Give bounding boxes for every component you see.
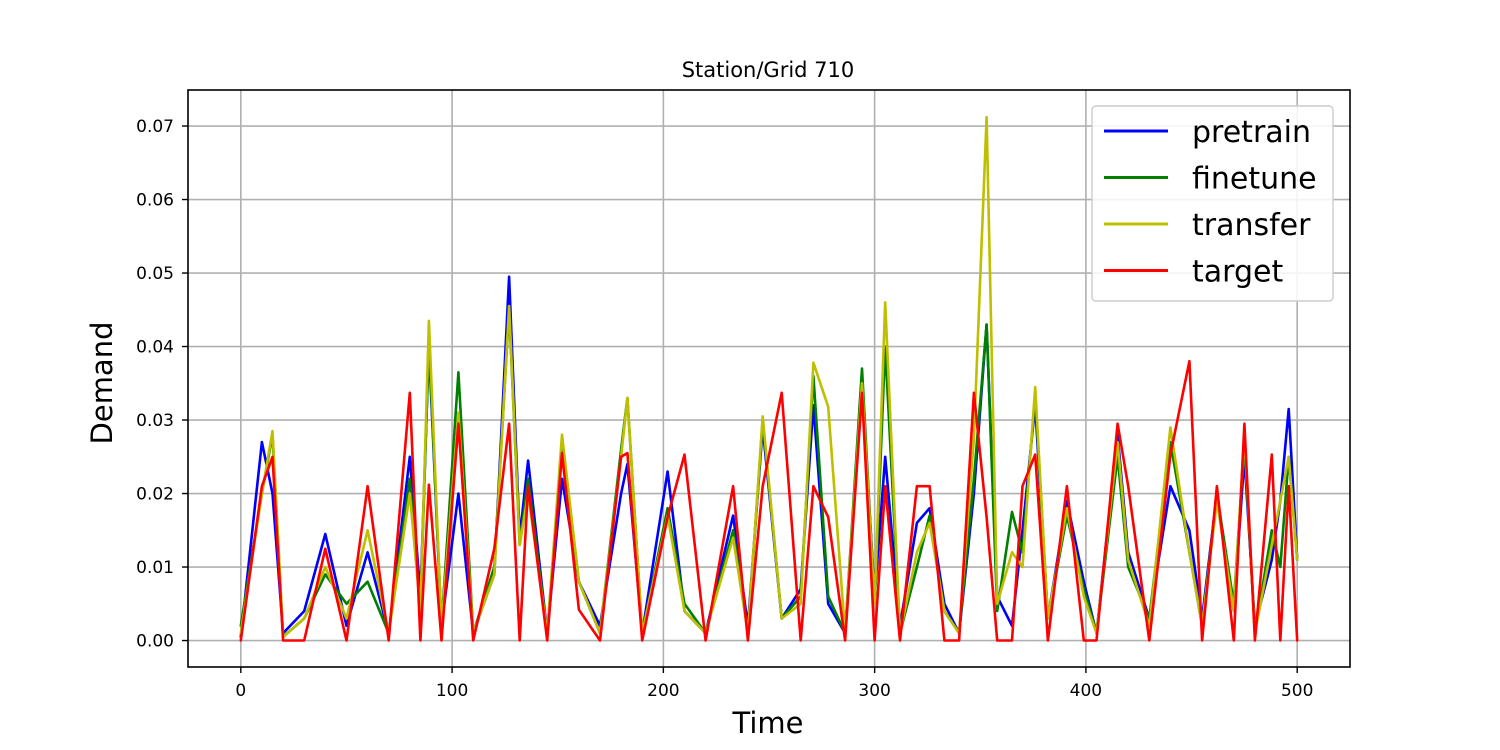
- legend-box: [1091, 105, 1334, 302]
- x-axis-ticks: 0 100 200 300 400 500: [235, 667, 1313, 701]
- y-tick-label: 0.03: [136, 411, 174, 431]
- legend-label-pretrain: pretrain: [1192, 115, 1311, 150]
- y-tick-label: 0.00: [136, 632, 174, 652]
- y-tick-label: 0.05: [136, 264, 174, 284]
- x-tick-label: 500: [1281, 681, 1313, 701]
- y-tick-label: 0.02: [136, 485, 174, 505]
- y-tick-label: 0.01: [136, 558, 174, 578]
- x-tick-label: 100: [436, 681, 468, 701]
- plot-frame: [187, 89, 1351, 668]
- legend-label-target: target: [1192, 255, 1283, 290]
- x-axis-label: Time: [732, 706, 804, 740]
- series-line-transfer: [239, 115, 1299, 639]
- legend-label-transfer: transfer: [1192, 208, 1311, 243]
- legend: pretrain finetune transfer target: [1091, 105, 1334, 302]
- y-axis-label: Demand: [85, 322, 119, 445]
- x-tick-label: 0: [235, 681, 246, 701]
- chart-title: Station/Grid 710: [682, 58, 855, 82]
- plot-series: [239, 115, 1299, 642]
- x-tick-label: 200: [647, 681, 679, 701]
- grid: [188, 90, 1350, 667]
- legend-label-finetune: finetune: [1192, 162, 1317, 197]
- y-tick-label: 0.07: [136, 117, 174, 137]
- x-tick-label: 400: [1070, 681, 1102, 701]
- series-line-target: [239, 359, 1299, 642]
- x-tick-label: 300: [858, 681, 890, 701]
- y-tick-label: 0.04: [136, 338, 174, 358]
- y-axis-ticks: 0.00 0.01 0.02 0.03 0.04 0.05 0.06 0.07: [136, 117, 188, 652]
- y-tick-label: 0.06: [136, 191, 174, 211]
